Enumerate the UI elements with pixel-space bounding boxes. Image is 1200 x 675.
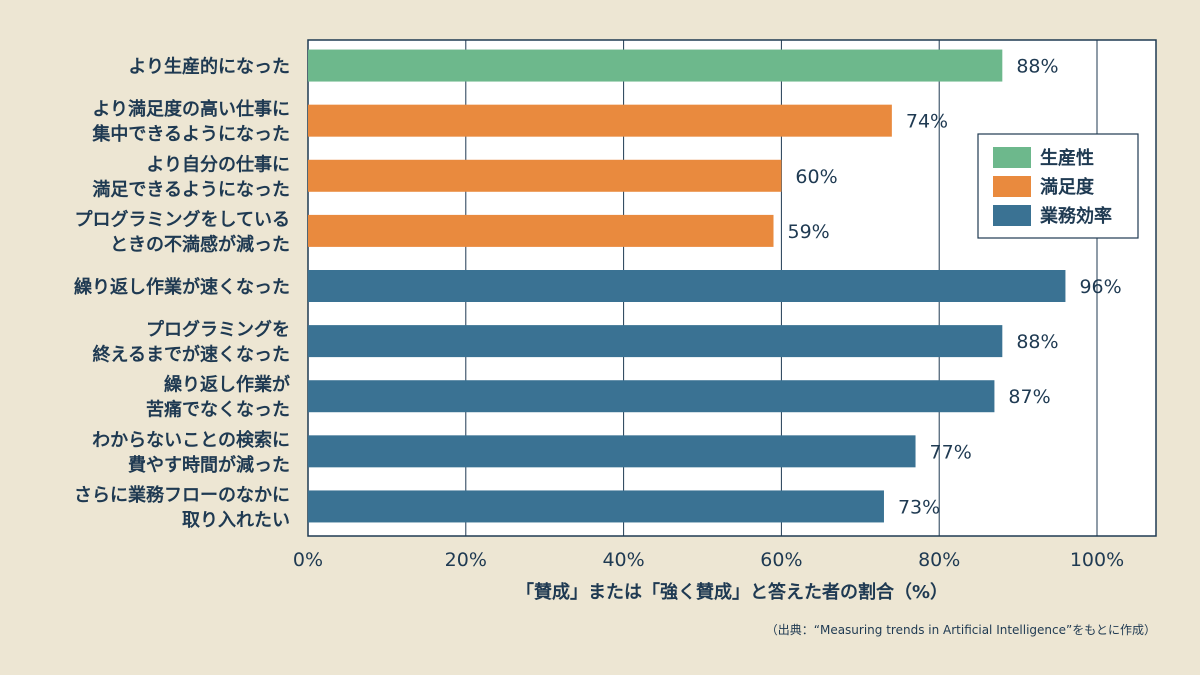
category-labels: より生産的になったより満足度の高い仕事に集中できるようになったより自分の仕事に満…	[74, 56, 290, 531]
bar	[308, 214, 774, 247]
category-label: さらに業務フローのなかに	[74, 484, 290, 506]
category-label: 繰り返し作業が速くなった	[74, 276, 290, 298]
x-tick-label: 80%	[918, 549, 960, 571]
bar	[308, 49, 1003, 82]
category-label: 費やす時間が減った	[128, 454, 290, 476]
legend-swatch	[993, 205, 1031, 226]
x-axis-label: 「賛成」または「強く賛成」と答えた者の割合（%）	[516, 581, 948, 603]
category-label: 取り入れたい	[182, 510, 290, 531]
x-tick-label: 100%	[1070, 549, 1124, 571]
bar	[308, 435, 916, 468]
category-label: より満足度の高い仕事に	[92, 98, 290, 120]
x-tick-label: 60%	[760, 549, 802, 571]
value-label: 77%	[930, 441, 972, 463]
x-tick-label: 40%	[602, 549, 644, 571]
value-label: 88%	[1016, 56, 1058, 78]
legend-swatch	[993, 147, 1031, 168]
x-tick-label: 20%	[445, 549, 487, 571]
value-labels: 88% 74% 60% 59% 96% 88% 87% 77% 73%	[788, 56, 1122, 519]
category-label: 苦痛でなくなった	[146, 399, 290, 421]
legend-label: 満足度	[1040, 176, 1095, 198]
value-label: 87%	[1008, 386, 1050, 408]
bar	[308, 159, 782, 192]
bar	[308, 270, 1066, 302]
value-label: 59%	[788, 221, 830, 243]
value-label: 74%	[906, 111, 948, 133]
category-label: より生産的になった	[128, 56, 290, 78]
category-label: プログラミングをしている	[75, 208, 290, 230]
legend-swatch	[993, 176, 1031, 197]
category-label: わからないことの検索に	[92, 429, 290, 451]
legend-label: 業務効率	[1039, 205, 1112, 227]
value-label: 60%	[795, 166, 837, 188]
bar	[308, 325, 1003, 358]
source-note: （出典：“Measuring trends in Artificial Inte…	[766, 623, 1156, 637]
bar	[308, 490, 884, 523]
category-label: より自分の仕事に	[146, 153, 290, 175]
x-tick-label: 0%	[293, 549, 323, 571]
x-axis-ticks: 0% 20% 40% 60% 80% 100%	[293, 549, 1124, 571]
legend-label: 生産性	[1040, 147, 1094, 169]
bar	[308, 380, 995, 413]
category-label: 集中できるようになった	[91, 123, 290, 145]
bar	[308, 104, 892, 137]
category-label: 終えるまでが速くなった	[93, 344, 290, 366]
bars	[308, 49, 1066, 523]
category-label: 繰り返し作業が	[164, 374, 290, 396]
category-label: 満足できるようになった	[92, 178, 290, 200]
value-label: 96%	[1079, 276, 1121, 298]
category-label: ときの不満感が減った	[110, 233, 290, 255]
category-label: プログラミングを	[146, 319, 290, 341]
value-label: 73%	[898, 496, 940, 518]
value-label: 88%	[1016, 331, 1058, 353]
